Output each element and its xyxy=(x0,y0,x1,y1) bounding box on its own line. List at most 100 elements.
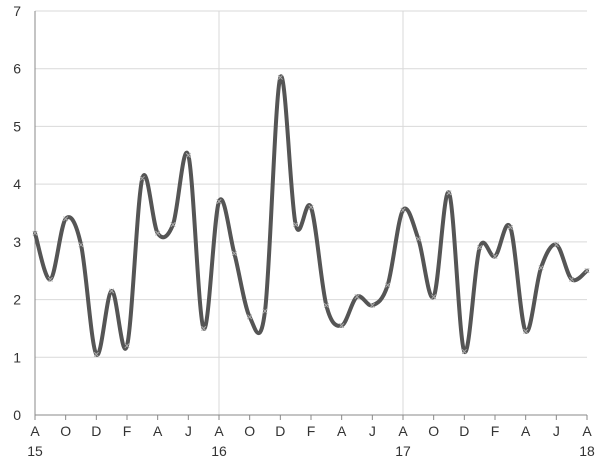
y-tick-label: 0 xyxy=(13,407,21,423)
data-point-stroke xyxy=(124,343,130,349)
x-tick-label: F xyxy=(307,423,316,439)
year-label: 17 xyxy=(395,443,411,459)
data-point xyxy=(216,198,222,205)
data-point xyxy=(109,288,115,294)
data-point xyxy=(277,74,283,80)
data-point xyxy=(569,276,575,282)
data-point xyxy=(262,308,268,314)
data-point-stroke xyxy=(584,268,590,274)
data-point-stroke xyxy=(461,348,467,355)
y-tick-label: 2 xyxy=(13,292,21,308)
data-point xyxy=(47,276,53,282)
y-axis-tick-labels: 0 1 2 3 4 5 6 7 xyxy=(13,3,21,423)
data-point xyxy=(523,328,529,334)
data-point-stroke xyxy=(415,236,421,242)
data-point-stroke xyxy=(109,288,115,294)
series-line xyxy=(33,74,589,357)
data-point-stroke xyxy=(569,276,575,282)
data-point xyxy=(354,294,360,300)
data-point-stroke xyxy=(400,207,406,213)
y-tick-label: 7 xyxy=(13,3,21,19)
x-tick-label: A xyxy=(398,423,408,439)
data-point xyxy=(461,348,467,355)
x-tick-label: O xyxy=(428,423,439,439)
x-tick-label: O xyxy=(60,423,71,439)
y-tick-label: 1 xyxy=(13,349,21,365)
year-label: 16 xyxy=(211,443,227,459)
data-point-stroke xyxy=(63,216,69,222)
y-tick-label: 6 xyxy=(13,61,21,77)
data-point-stroke xyxy=(78,242,84,248)
marker-group xyxy=(32,74,590,357)
y-tick-label: 5 xyxy=(13,118,21,134)
data-point-stroke xyxy=(47,276,53,282)
year-label: 18 xyxy=(579,443,595,459)
data-point-stroke xyxy=(201,325,207,331)
data-point-stroke xyxy=(93,351,99,357)
data-point xyxy=(78,242,84,248)
x-tick-label: D xyxy=(275,423,285,439)
data-point-stroke xyxy=(139,175,145,181)
data-point xyxy=(339,322,345,329)
data-point-stroke xyxy=(446,190,452,196)
data-point xyxy=(446,190,452,196)
data-point xyxy=(584,268,590,274)
x-tick-label: A xyxy=(153,423,163,439)
data-point xyxy=(32,230,38,236)
data-point xyxy=(415,236,421,242)
series-group xyxy=(33,74,589,357)
data-point-stroke xyxy=(339,322,345,329)
data-point xyxy=(431,294,437,300)
data-point-stroke xyxy=(170,221,176,228)
data-point-stroke xyxy=(492,253,498,259)
x-tick-label: A xyxy=(582,423,592,439)
data-point-stroke xyxy=(247,314,253,320)
data-point-stroke xyxy=(354,294,360,300)
data-point-stroke xyxy=(553,242,559,248)
x-tick-label: D xyxy=(91,423,101,439)
data-point-stroke xyxy=(477,245,483,251)
data-point-stroke xyxy=(431,294,437,300)
data-point xyxy=(323,302,329,308)
x-tick-label: A xyxy=(337,423,347,439)
data-point xyxy=(369,302,375,308)
data-point-stroke xyxy=(369,302,375,308)
data-point xyxy=(139,175,145,181)
data-point-stroke xyxy=(523,328,529,334)
data-point-stroke xyxy=(216,198,222,205)
x-tick-label: J xyxy=(185,423,192,439)
data-point-stroke xyxy=(323,302,329,308)
data-point-stroke xyxy=(155,230,161,236)
data-point xyxy=(63,216,69,222)
data-point xyxy=(538,265,544,271)
data-point-stroke xyxy=(385,282,391,288)
data-point xyxy=(507,224,513,230)
data-point-stroke xyxy=(231,250,237,256)
data-point-stroke xyxy=(262,308,268,314)
x-tick-label: J xyxy=(369,423,376,439)
data-point-stroke xyxy=(277,74,283,80)
year-label: 15 xyxy=(27,443,43,459)
data-point xyxy=(247,314,253,320)
data-point-stroke xyxy=(185,152,191,158)
data-point xyxy=(308,204,314,210)
y-tick-label: 4 xyxy=(13,176,21,192)
data-point xyxy=(231,250,237,256)
data-point-stroke xyxy=(32,230,38,236)
data-point xyxy=(124,343,130,349)
x-tick-label: A xyxy=(30,423,40,439)
x-tick-label: O xyxy=(244,423,255,439)
data-point xyxy=(492,253,498,259)
data-point-stroke xyxy=(538,265,544,271)
data-point xyxy=(293,221,299,228)
data-point-stroke xyxy=(293,221,299,228)
x-tick-label: F xyxy=(491,423,500,439)
data-point xyxy=(170,221,176,228)
x-tick-label: F xyxy=(123,423,132,439)
x-tick-label: D xyxy=(459,423,469,439)
x-tick-label: J xyxy=(553,423,560,439)
data-point xyxy=(201,325,207,331)
year-labels: 15 16 17 18 xyxy=(27,443,595,459)
data-point xyxy=(553,242,559,248)
